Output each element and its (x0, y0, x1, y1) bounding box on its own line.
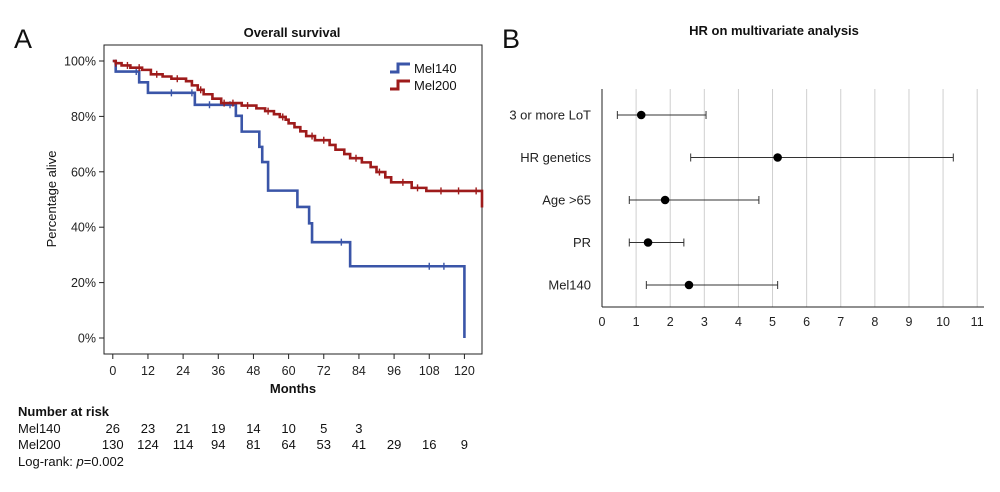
forest-point (684, 280, 694, 290)
km-x-tick-label: 84 (352, 364, 366, 378)
legend-symbol-mel140 (390, 62, 410, 74)
risk-value: 53 (316, 437, 331, 452)
risk-value: 14 (246, 420, 261, 436)
km-series (112, 59, 484, 338)
risk-value: 16 (422, 437, 437, 452)
forest-x-tick-label: 2 (667, 315, 674, 329)
risk-table: Number at risk Mel140 26 23 21 19 14 10 5 3 Mel… (18, 404, 468, 471)
km-x-tick-label: 96 (387, 364, 401, 378)
km-y-tick-label: 60% (71, 165, 96, 179)
risk-row-mel200: Mel200 130 124 114 94 81 64 53 41 29 16 9 (18, 437, 468, 454)
km-y-tick-label: 40% (71, 221, 96, 235)
km-x-tick-label: 0 (109, 364, 116, 378)
risk-value: 41 (351, 437, 367, 452)
forest-x-tick-label: 0 (599, 315, 606, 329)
forest-point (773, 153, 782, 162)
risk-value: 81 (246, 437, 261, 452)
km-y-tick-label: 100% (64, 55, 96, 69)
km-x-tick-label: 120 (454, 364, 475, 378)
risk-value: 94 (211, 437, 226, 452)
km-x-tick-label: 108 (419, 364, 440, 378)
km-x-tick-label: 24 (176, 364, 190, 378)
forest-x-tick-label: 5 (769, 315, 776, 329)
km-y-axis-label: Percentage alive (44, 151, 59, 248)
km-y-tick-label: 80% (71, 110, 96, 124)
risk-value: 23 (140, 420, 156, 436)
risk-value: 64 (281, 437, 296, 452)
forest-plot: 0 1 2 3 4 5 6 7 8 9 10 11 3 or more LoT HR genetics A… (509, 89, 984, 329)
risk-value: 124 (137, 437, 159, 452)
risk-value: 19 (211, 420, 226, 436)
forest-category-label: HR genetics (520, 150, 591, 165)
risk-value: 130 (101, 437, 124, 452)
risk-value: 9 (460, 437, 469, 452)
km-x-tick-label: 36 (211, 364, 225, 378)
forest-x-tick-label: 9 (905, 315, 912, 329)
forest-point (636, 110, 646, 120)
risk-value: 5 (320, 420, 328, 436)
forest-x-tick-label: 10 (936, 315, 950, 329)
forest-x-tick-label: 1 (633, 315, 640, 329)
km-y-tick-label: 0% (78, 332, 96, 346)
forest-x-ticks: 0 1 2 3 4 5 6 7 8 9 10 11 (599, 315, 984, 329)
forest-title: HR on multivariate analysis (689, 23, 859, 38)
risk-value: 21 (175, 420, 191, 436)
forest-category-label: PR (573, 235, 591, 250)
km-x-tick-label: 48 (246, 364, 260, 378)
risk-value: 114 (172, 437, 194, 452)
km-x-ticks: 0 12 24 36 48 60 72 84 96 108 120 (109, 354, 475, 378)
km-legend: Mel140 Mel200 (390, 61, 457, 93)
risk-value: 29 (386, 437, 402, 452)
km-y-ticks: 0% 20% 40% 60% 80% 100% (64, 55, 104, 346)
logrank-value: =0.002 (83, 453, 124, 469)
legend-label-mel200: Mel200 (414, 78, 457, 93)
panel-b-letter: B (502, 24, 520, 54)
logrank-prefix: Log-rank: (18, 453, 77, 469)
km-chart: 0% 20% 40% 60% 80% 100% 0 12 24 36 48 60 72 84 96 108 1… (64, 44, 484, 378)
km-line-mel140 (112, 59, 466, 338)
forest-x-tick-label: 4 (735, 315, 742, 329)
km-y-tick-label: 20% (71, 276, 96, 290)
forest-category-label: 3 or more LoT (509, 108, 591, 123)
km-x-axis-label: Months (270, 381, 316, 396)
legend-label-mel140: Mel140 (414, 61, 457, 76)
km-title: Overall survival (244, 25, 341, 40)
forest-category-label: Age >65 (542, 193, 591, 208)
logrank-p-symbol: p (76, 453, 84, 469)
risk-row-mel140: Mel140 26 23 21 19 14 10 5 3 (18, 420, 363, 438)
panel-a-letter: A (14, 24, 32, 54)
forest-x-tick-label: 8 (871, 315, 878, 329)
risk-value: 10 (281, 420, 296, 436)
forest-x-tick-label: 7 (837, 315, 844, 329)
km-x-tick-label: 72 (317, 364, 331, 378)
forest-grid (635, 89, 978, 307)
forest-category-label: Mel140 (548, 278, 591, 293)
risk-value: 3 (355, 420, 363, 436)
km-x-tick-label: 12 (141, 364, 155, 378)
risk-row-label: Mel140 (18, 420, 61, 436)
forest-x-tick-label: 3 (701, 315, 708, 329)
risk-row-label: Mel200 (18, 437, 61, 452)
km-x-tick-label: 60 (282, 364, 296, 378)
forest-x-tick-label: 11 (971, 315, 984, 329)
forest-x-tick-label: 6 (803, 315, 810, 329)
risk-table-header: Number at risk (18, 404, 110, 419)
legend-symbol-mel200 (390, 79, 410, 91)
km-line-mel200 (112, 59, 484, 208)
logrank-text: Log-rank: p=0.002 (18, 454, 124, 471)
forest-rows: 3 or more LoT HR genetics Age >65 PR Mel140 (509, 108, 954, 293)
forest-point (643, 238, 653, 247)
risk-value: 26 (105, 420, 121, 436)
forest-point (660, 195, 670, 205)
